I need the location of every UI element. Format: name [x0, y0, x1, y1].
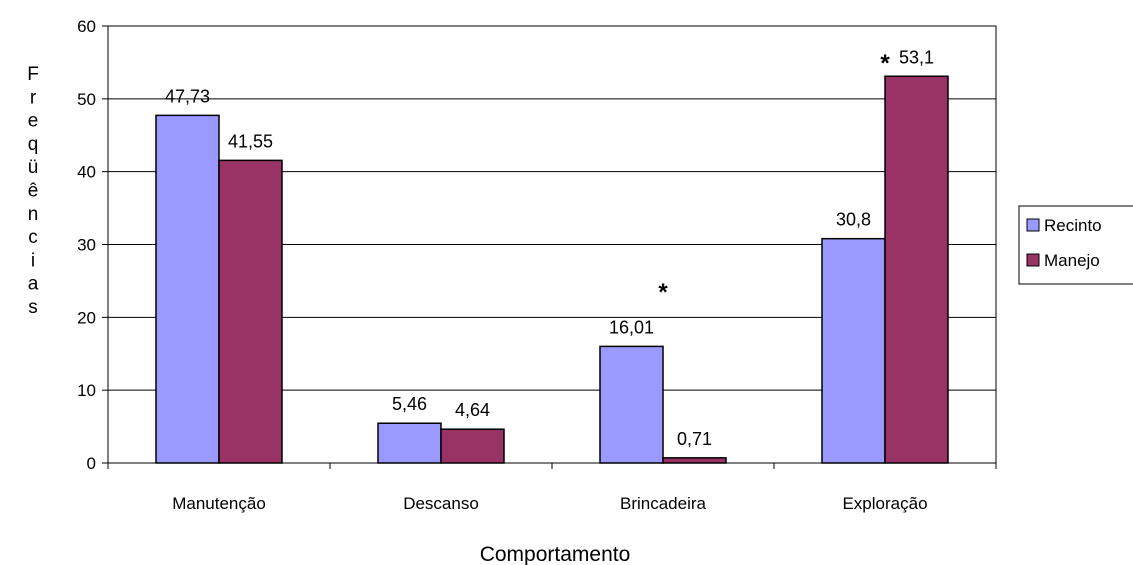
y-tick-label: 50	[77, 90, 96, 109]
bar-manejo	[440, 428, 505, 464]
y-tick-label: 60	[77, 17, 96, 36]
bar-recinto	[821, 237, 886, 464]
legend-swatch	[1026, 253, 1040, 267]
y-tick-label: 20	[77, 308, 96, 327]
data-label: 16,01	[609, 317, 654, 337]
significance-marker: *	[658, 279, 668, 306]
x-tick-label: Exploração	[842, 494, 927, 513]
legend: Recinto Manejo	[1018, 205, 1133, 285]
data-label: 41,55	[228, 131, 273, 151]
data-label: 4,64	[455, 400, 490, 420]
y-axis-title-char: r	[30, 87, 37, 108]
legend-entry: Manejo	[1044, 251, 1100, 270]
y-tick-label: 40	[77, 163, 96, 182]
data-label: 47,73	[165, 86, 210, 106]
data-label: 53,1	[899, 47, 934, 67]
bar-manejo	[662, 457, 727, 464]
x-axis-title: Comportamento	[480, 543, 631, 565]
data-label: 5,46	[392, 394, 427, 414]
y-axis-title-char: a	[28, 274, 39, 295]
x-tick-label: Brincadeira	[620, 494, 707, 513]
legend-entry: Recinto	[1044, 216, 1102, 235]
bar-recinto	[599, 345, 664, 464]
bar-recinto	[377, 422, 442, 464]
x-tick-labels: Manutenção Descanso Brincadeira Exploração	[172, 494, 927, 513]
bar-manejo	[884, 75, 949, 464]
data-label: 30,8	[836, 210, 871, 230]
y-axis-title-char: ü	[28, 157, 39, 178]
y-tick-label: 30	[77, 236, 96, 255]
y-axis-title-char: c	[28, 227, 38, 248]
data-label: 0,71	[677, 429, 712, 449]
y-axis-title-char: e	[28, 111, 39, 132]
bar-recinto	[155, 114, 220, 464]
bar-manejo	[218, 159, 283, 464]
y-axis-title-char: s	[28, 297, 38, 318]
y-tick-label: 10	[77, 381, 96, 400]
y-axis-title-char: ê	[28, 181, 39, 202]
y-axis-title-char: F	[27, 64, 39, 85]
y-tick-label: 0	[87, 454, 96, 473]
data-labels: 47,73 41,55 5,46 4,64 16,01 0,71 30,8 53,1	[165, 47, 934, 449]
y-axis-title-char: i	[31, 250, 35, 271]
bars	[155, 75, 949, 464]
axes	[102, 25, 997, 469]
annotations: **	[658, 50, 890, 306]
significance-marker: *	[880, 50, 890, 77]
legend-swatch	[1026, 218, 1040, 232]
y-tick-labels: 0 10 20 30 40 50 60	[77, 17, 96, 473]
x-tick-label: Descanso	[403, 494, 479, 513]
x-tick-label: Manutenção	[172, 494, 266, 513]
y-axis-title-char: n	[28, 204, 39, 225]
y-axis-title-char: q	[28, 134, 39, 155]
